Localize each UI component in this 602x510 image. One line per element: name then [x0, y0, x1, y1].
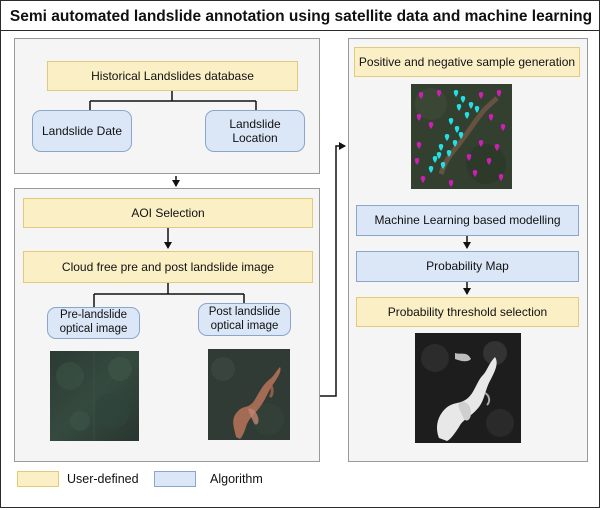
- positive-sample-marker: [456, 104, 462, 111]
- positive-sample-marker: [464, 112, 470, 119]
- negative-sample-marker: [466, 154, 472, 161]
- positive-sample-marker: [474, 106, 480, 113]
- positive-sample-marker: [448, 118, 454, 125]
- negative-sample-marker: [448, 180, 454, 187]
- positive-sample-marker: [454, 126, 460, 133]
- negative-sample-marker: [416, 114, 422, 121]
- positive-sample-marker: [438, 144, 444, 151]
- sample-points-map: [411, 84, 512, 189]
- positive-sample-marker: [432, 156, 438, 163]
- post-landslide-image-box: Post landslide optical image: [198, 303, 291, 336]
- legend-algorithm-label: Algorithm: [210, 472, 263, 486]
- title-divider: [1, 30, 599, 31]
- positive-sample-marker: [436, 152, 442, 159]
- negative-sample-marker: [472, 170, 478, 177]
- negative-sample-marker: [498, 174, 504, 181]
- negative-sample-marker: [494, 144, 500, 151]
- probability-threshold-box: Probability threshold selection: [356, 297, 579, 327]
- aoi-selection-box: AOI Selection: [23, 198, 313, 228]
- positive-sample-marker: [458, 132, 464, 139]
- sample-points-svg: [411, 84, 512, 189]
- legend-algorithm-swatch: [154, 471, 196, 487]
- negative-sample-marker: [478, 92, 484, 99]
- landslide-location-box: Landslide Location: [205, 110, 305, 152]
- legend-user-defined-label: User-defined: [67, 472, 139, 486]
- pre-landslide-image-box: Pre-landslide optical image: [47, 307, 140, 339]
- figure-title: Semi automated landslide annotation usin…: [9, 8, 593, 25]
- negative-sample-marker: [418, 92, 424, 99]
- negative-sample-marker: [486, 158, 492, 165]
- positive-sample-marker: [440, 162, 446, 169]
- negative-sample-marker: [420, 176, 426, 183]
- negative-sample-marker: [436, 90, 442, 97]
- positive-sample-marker: [453, 90, 459, 97]
- negative-sample-marker: [500, 124, 506, 131]
- positive-sample-marker: [428, 166, 434, 173]
- negative-sample-marker: [416, 142, 422, 149]
- sample-generation-box: Positive and negative sample generation: [354, 47, 580, 77]
- probability-map-box: Probability Map: [356, 251, 579, 282]
- cloud-free-image-box: Cloud free pre and post landslide image: [23, 251, 313, 283]
- probability-map-image: [415, 333, 521, 443]
- negative-sample-marker: [496, 90, 502, 97]
- negative-sample-marker: [428, 122, 434, 129]
- positive-sample-marker: [468, 102, 474, 109]
- ml-modelling-box: Machine Learning based modelling: [356, 205, 579, 236]
- positive-sample-marker: [452, 140, 458, 147]
- negative-sample-marker: [414, 158, 420, 165]
- positive-sample-marker: [460, 96, 466, 103]
- negative-sample-marker: [478, 140, 484, 147]
- historical-landslides-database-box: Historical Landslides database: [47, 61, 298, 91]
- positive-sample-marker: [446, 150, 452, 157]
- post-landslide-satellite-image: [208, 349, 290, 440]
- legend-user-defined-swatch: [17, 471, 59, 487]
- pre-landslide-satellite-image: [50, 351, 139, 441]
- landslide-date-box: Landslide Date: [32, 110, 132, 152]
- positive-sample-marker: [444, 134, 450, 141]
- negative-sample-marker: [488, 114, 494, 121]
